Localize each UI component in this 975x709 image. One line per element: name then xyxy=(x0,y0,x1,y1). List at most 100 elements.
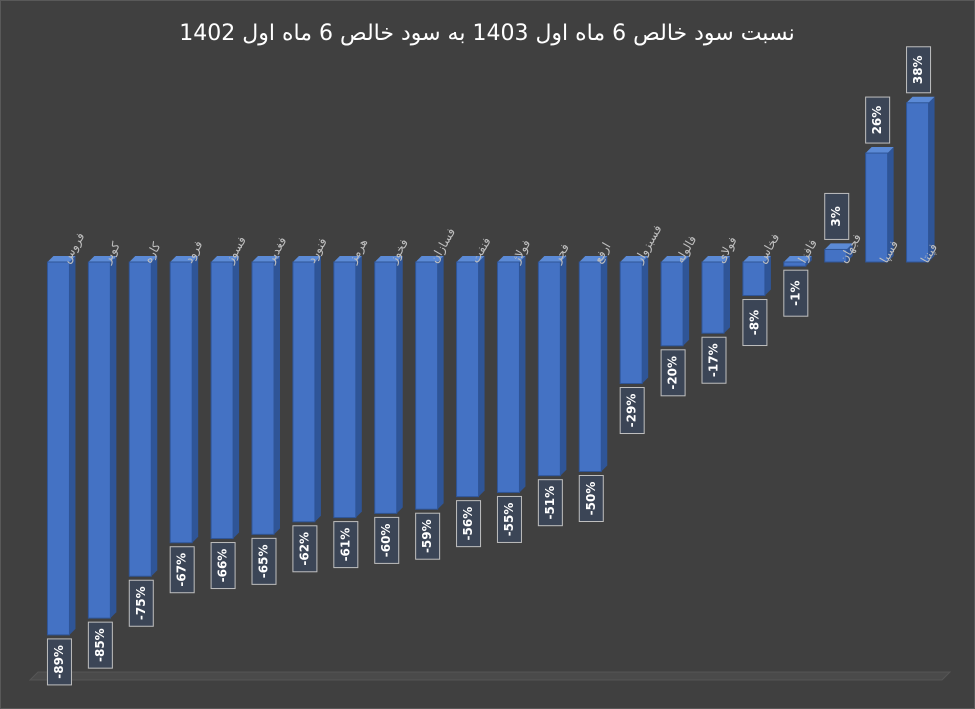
bar-top xyxy=(742,256,771,262)
bar-side xyxy=(151,256,158,577)
bar xyxy=(537,261,561,477)
value-label-box xyxy=(660,349,686,397)
value-label: -60% xyxy=(379,524,393,558)
value-label: -17% xyxy=(707,343,721,377)
value-label: 3% xyxy=(829,206,843,226)
bar-side xyxy=(437,256,444,510)
value-label: -66% xyxy=(216,549,230,583)
bar xyxy=(87,261,111,619)
bar-side xyxy=(724,256,730,334)
chart-title: نسبت سود خالص 6 ماه اول 1403 به سود خالص… xyxy=(179,21,794,46)
value-label: 38% xyxy=(911,55,925,84)
value-label-box xyxy=(742,299,768,347)
value-label: -51% xyxy=(543,486,557,520)
bar-side xyxy=(519,256,526,493)
bar-side xyxy=(110,256,117,619)
value-label-box xyxy=(824,192,850,240)
bar-side xyxy=(314,256,321,522)
value-label-box xyxy=(537,479,563,527)
bar xyxy=(251,261,275,535)
bar-top xyxy=(824,243,853,250)
bar xyxy=(619,261,643,385)
bar-top xyxy=(170,256,199,262)
bar-side xyxy=(274,256,280,535)
value-label-box xyxy=(701,336,727,384)
bar-side xyxy=(601,256,608,472)
bar-side xyxy=(805,256,812,267)
value-label: -59% xyxy=(420,519,434,553)
value-label-box xyxy=(374,516,400,564)
bar-side xyxy=(642,256,649,384)
bar-side xyxy=(355,256,362,518)
value-label: -89% xyxy=(52,645,66,679)
bar xyxy=(742,261,766,297)
bar xyxy=(374,261,398,514)
value-label: -67% xyxy=(175,553,189,587)
bar-top xyxy=(88,256,117,262)
bar xyxy=(415,261,439,510)
value-label-box xyxy=(292,525,318,573)
bar-top xyxy=(47,256,76,262)
bar xyxy=(578,261,602,472)
bar-side xyxy=(764,256,771,296)
value-label: -55% xyxy=(502,503,516,537)
value-label-box xyxy=(496,495,522,543)
value-label: 26% xyxy=(870,106,884,135)
bar xyxy=(456,261,480,498)
value-label: -85% xyxy=(93,628,107,662)
bar-top xyxy=(497,256,526,262)
bar-side xyxy=(233,256,240,539)
value-label: -61% xyxy=(338,528,352,562)
value-label-box xyxy=(87,621,113,669)
value-label: -56% xyxy=(461,507,475,541)
bar-top xyxy=(702,256,730,262)
value-label-box xyxy=(169,546,195,594)
bar-side xyxy=(683,256,690,346)
bar-side xyxy=(478,256,485,497)
bar-side xyxy=(69,256,76,635)
value-label-box xyxy=(333,521,359,569)
floor xyxy=(28,671,952,681)
bar-side xyxy=(887,147,894,262)
bar-top xyxy=(865,147,894,154)
bar-side xyxy=(192,256,199,543)
bar xyxy=(906,102,930,263)
value-label-box xyxy=(210,542,236,590)
value-label: -62% xyxy=(297,532,311,566)
bar-top xyxy=(374,256,403,262)
value-label-box xyxy=(128,579,154,627)
bar-side xyxy=(846,243,853,262)
bar xyxy=(496,261,520,493)
bar xyxy=(660,261,684,347)
bar-top xyxy=(333,256,362,262)
value-label-box xyxy=(906,46,932,94)
bar-top xyxy=(456,256,485,262)
bar-side xyxy=(396,256,403,514)
value-label-box xyxy=(456,500,482,548)
value-label: -65% xyxy=(257,544,271,578)
bar xyxy=(865,152,889,263)
value-label-box xyxy=(578,475,604,522)
bar xyxy=(333,261,357,519)
bar-top xyxy=(252,256,280,262)
value-label: -50% xyxy=(584,482,598,516)
value-label: -29% xyxy=(625,394,639,428)
bar xyxy=(292,261,316,523)
bar-top xyxy=(211,256,240,262)
value-label-box xyxy=(865,96,891,144)
bar xyxy=(701,261,725,334)
value-label-box xyxy=(251,537,277,585)
bar-top xyxy=(620,256,649,262)
bar xyxy=(783,261,807,267)
value-label-box xyxy=(46,638,72,686)
bar xyxy=(46,261,70,636)
bar-top xyxy=(292,256,321,262)
value-label-box xyxy=(619,387,645,435)
value-label: -1% xyxy=(788,281,802,306)
bar xyxy=(128,261,152,577)
value-label-box xyxy=(783,269,809,317)
bar xyxy=(210,261,234,540)
value-label: -8% xyxy=(747,310,761,335)
